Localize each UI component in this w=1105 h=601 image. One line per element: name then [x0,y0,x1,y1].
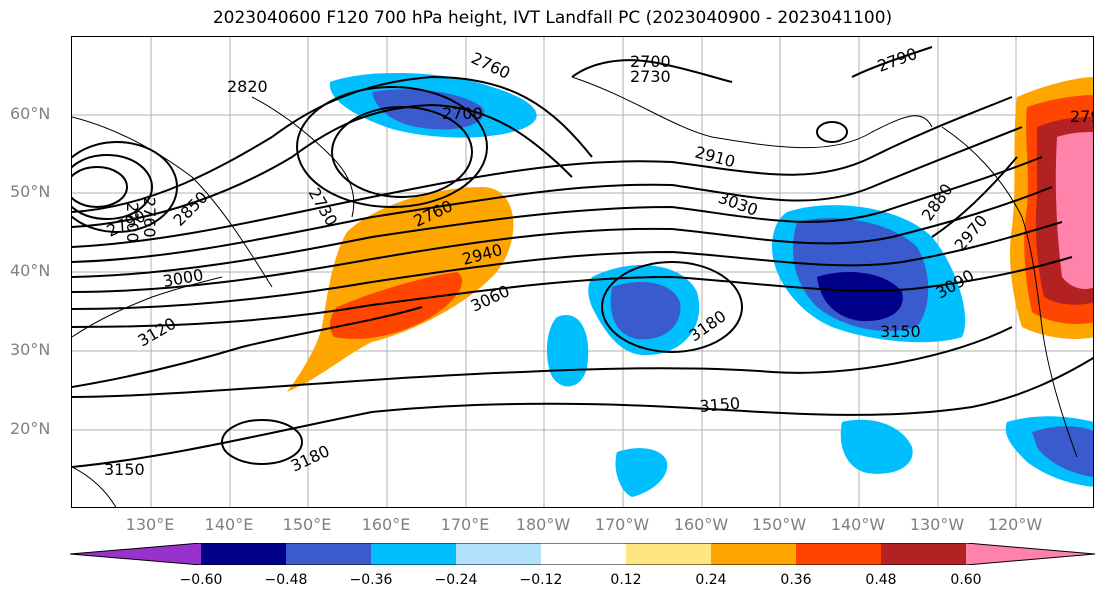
contour-label: 3000 [161,265,204,291]
contour-label: 3180 [288,441,333,475]
colorbar [70,543,1096,565]
lon-label: 120°W [987,515,1043,534]
contour-label: 3120 [135,314,180,351]
colorbar-tick: 0.60 [950,572,982,588]
colorbar-segment [796,543,881,565]
colorbar-segment [626,543,711,565]
colorbar-tick: −0.48 [264,572,308,588]
lon-label: 150°E [282,515,332,534]
colorbar-segment [286,543,371,565]
ivt-shading [287,72,1093,497]
colorbar-tick: −0.60 [179,572,223,588]
contour-label: 2820 [227,77,268,96]
lon-label: 130°E [125,515,175,534]
contour-label: 2730 [630,67,671,86]
lon-label: 140°W [830,515,886,534]
colorbar-tick: −0.24 [434,572,478,588]
colorbar-segment [541,543,626,565]
contour-label: 2880 [918,180,957,224]
colorbar-tick: 0.36 [780,572,812,588]
contour-label: 3150 [104,460,145,479]
contour-label: 2700 [442,104,483,123]
map-panel: 2820 2760 2700 2730 2790 2700 2910 3030 … [71,36,1094,508]
contour-label: 2760 [468,48,513,82]
contour-label: 2700 [630,52,671,71]
colorbar-tick: 0.12 [610,572,642,588]
colorbar-segment [456,543,541,565]
lon-label: 160°E [361,515,411,534]
lat-label: 20°N [10,419,51,438]
colorbar-extend-high [966,543,1095,565]
contour-label: 2790 [1070,107,1094,126]
map-canvas: 2820 2760 2700 2730 2790 2700 2910 3030 … [72,37,1094,507]
contour-label: 2700 [123,202,142,243]
colorbar-tick: 0.24 [695,572,727,588]
colorbar-tick: −0.36 [349,572,393,588]
colorbar-segment [201,543,286,565]
colorbar-segment [881,543,966,565]
lat-label: 60°N [10,104,51,123]
lat-label: 50°N [10,182,51,201]
colorbar-segment [711,543,796,565]
lon-label: 140°E [204,515,254,534]
contour-label: 3150 [699,394,741,416]
lat-label: 30°N [10,340,51,359]
colorbar-segment [371,543,456,565]
contour-label: 2790 [875,44,920,76]
lon-label: 170°W [594,515,650,534]
lat-label: 40°N [10,261,51,280]
map-title: 2023040600 F120 700 hPa height, IVT Land… [212,8,893,28]
lon-label: 150°W [751,515,807,534]
lon-label: 130°W [909,515,965,534]
lon-label: 170°E [440,515,490,534]
colorbar-extend-low [70,543,201,565]
colorbar-tick: 0.48 [865,572,897,588]
height-contours [72,46,1093,468]
lon-label: 180°W [515,515,571,534]
contour-label: 3150 [880,322,921,341]
contour-label: 2730 [305,185,342,230]
colorbar-tick: −0.12 [519,572,563,588]
colorbar-outline [70,543,1096,565]
lon-label: 160°W [673,515,729,534]
contour-label: 2760 [140,197,159,238]
